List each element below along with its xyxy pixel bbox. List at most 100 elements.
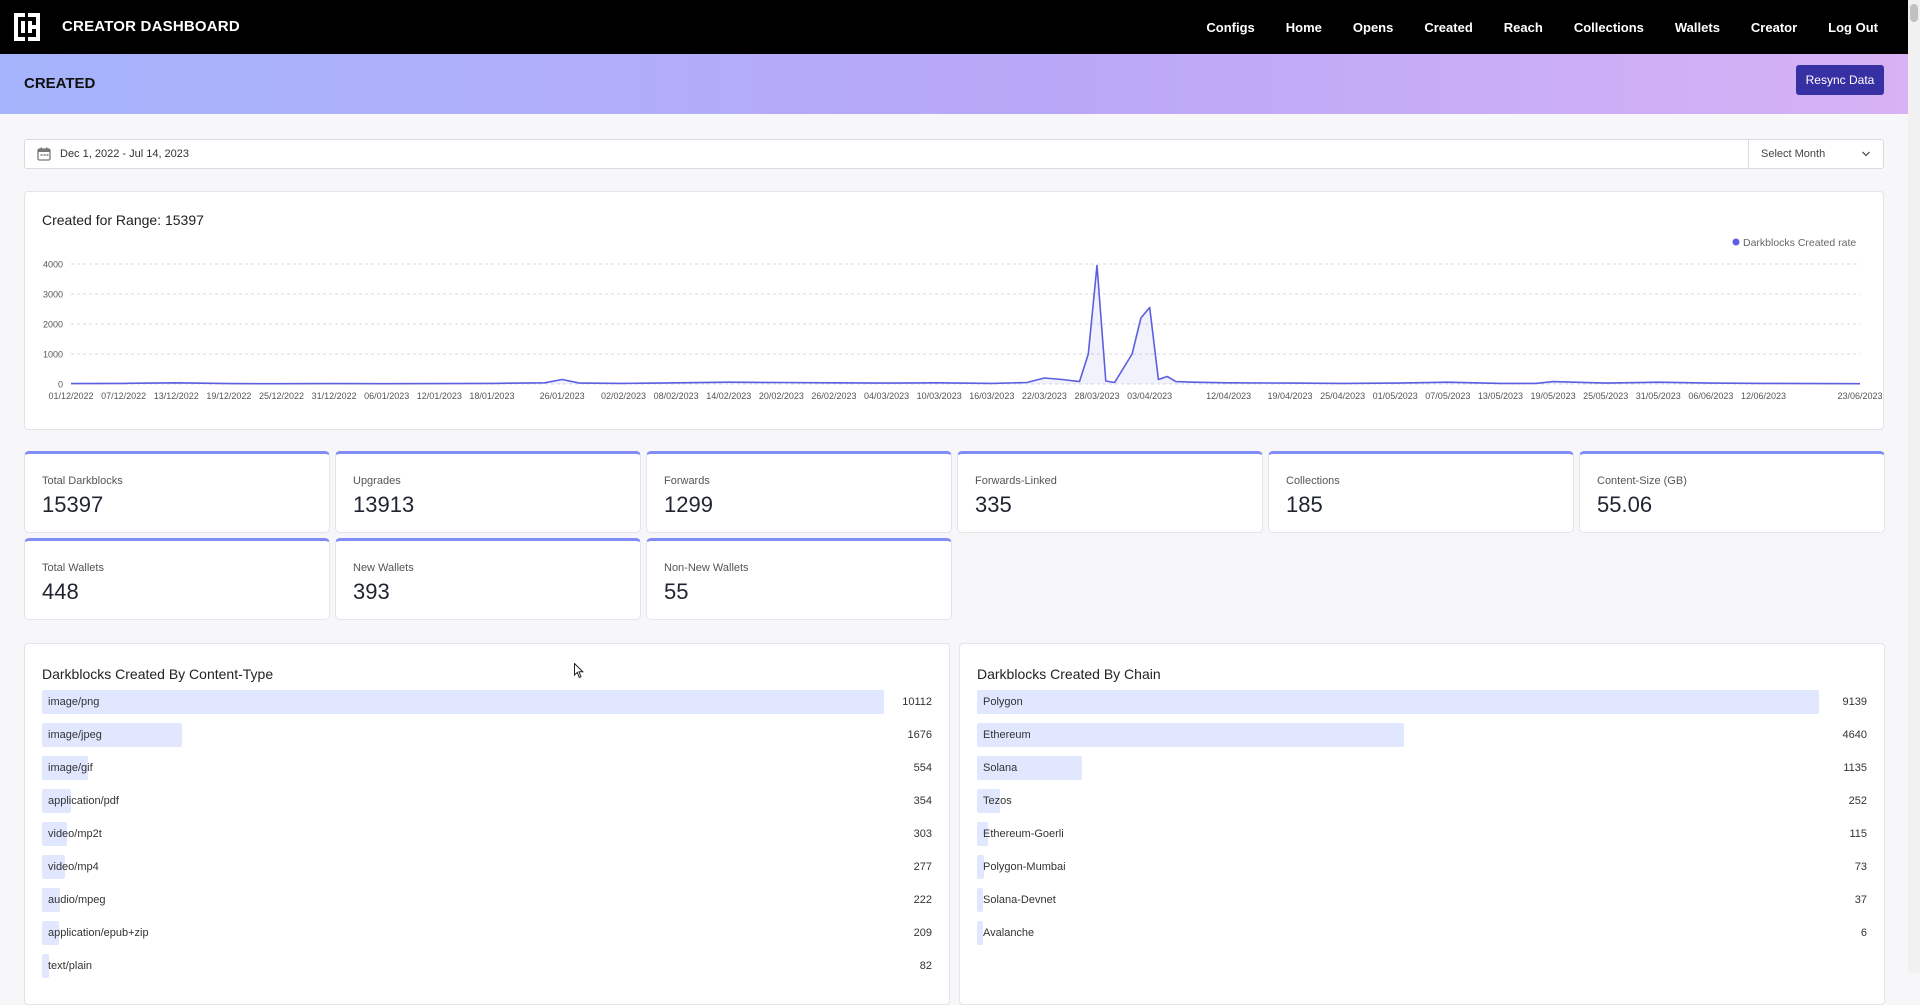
darkblock-logo-icon[interactable] (14, 13, 40, 41)
list-item-value: 82 (919, 960, 932, 972)
x-tick-label: 31/12/2022 (312, 391, 357, 401)
list-item-bar (977, 822, 988, 846)
nav-reach[interactable]: Reach (1503, 19, 1543, 35)
stat-label: Content-Size (GB) (1597, 475, 1687, 487)
stat-card-content-size: Content-Size (GB) 55.06 (1579, 451, 1885, 533)
chevron-down-icon (1862, 151, 1870, 157)
list-item-value: 115 (1849, 828, 1867, 840)
list-item-value: 1676 (907, 729, 932, 741)
list-item-value: 4640 (1842, 729, 1867, 741)
month-select-placeholder: Select Month (1761, 148, 1826, 160)
list-item-bar (42, 723, 182, 747)
x-tick-label: 19/04/2023 (1267, 391, 1312, 401)
created-line-chart: 0 1000 2000 3000 4000 01/12/2022 07/12/2022 13… (43, 237, 1883, 401)
list-item-value: 37 (1854, 894, 1867, 906)
list-item: Polygon-Mumbai 73 (977, 855, 1867, 879)
list-item: Solana-Devnet 37 (977, 888, 1867, 912)
list-item-value: 1135 (1843, 762, 1867, 774)
stat-label: Non-New Wallets (664, 562, 749, 574)
y-tick-label: 3000 (43, 290, 63, 300)
x-tick-label: 08/02/2023 (654, 391, 699, 401)
x-tick-label: 25/12/2022 (259, 391, 304, 401)
list-item-value: 222 (913, 894, 932, 906)
stat-card-collections: Collections 185 (1268, 451, 1574, 533)
month-select[interactable]: Select Month (1748, 140, 1883, 168)
chart-title: Created for Range: 15397 (42, 212, 204, 228)
list-item-bar (42, 789, 72, 813)
x-tick-label: 25/05/2023 (1583, 391, 1628, 401)
x-tick-label: 18/01/2023 (469, 391, 514, 401)
scrollbar-thumb[interactable] (1910, 4, 1918, 22)
series-area (71, 265, 1860, 384)
x-tick-label: 12/04/2023 (1206, 391, 1251, 401)
list-item-bar (977, 855, 984, 879)
list-item-label: Ethereum-Goerli (983, 828, 1064, 840)
list-item-label: Avalanche (983, 927, 1035, 939)
list-item: Ethereum-Goerli 115 (977, 822, 1867, 846)
list-item-bar (977, 921, 983, 945)
list-item-label: text/plain (48, 960, 93, 972)
nav-collections[interactable]: Collections (1573, 19, 1644, 35)
stat-value: 1299 (664, 492, 713, 517)
list-item-bar (42, 690, 884, 714)
list-item: Tezos 252 (977, 789, 1867, 813)
x-tick-label: 31/05/2023 (1636, 391, 1681, 401)
date-range-value[interactable]: Dec 1, 2022 - Jul 14, 2023 (60, 148, 190, 160)
list-item-bar (42, 954, 49, 978)
stat-card-upgrades: Upgrades 13913 (335, 451, 641, 533)
x-tick-label: 26/01/2023 (540, 391, 585, 401)
nav-created[interactable]: Created (1424, 19, 1473, 35)
page-scrollbar[interactable] (1908, 0, 1920, 973)
list-item-label: audio/mpeg (48, 894, 106, 906)
list-item: video/mp4 277 (42, 855, 932, 879)
list-item-value: 9139 (1842, 696, 1867, 708)
x-tick-label: 23/06/2023 (1837, 391, 1882, 401)
list-item-value: 73 (1854, 861, 1867, 873)
legend-marker (1732, 238, 1740, 246)
list-item-label: image/jpeg (48, 729, 102, 741)
list-item: image/jpeg 1676 (42, 723, 932, 747)
stat-label: Total Darkblocks (42, 475, 123, 487)
list-item-bar (42, 888, 61, 912)
list-item: text/plain 82 (42, 954, 932, 978)
list-item-label: Solana (983, 762, 1018, 774)
y-tick-label: 0 (58, 380, 63, 390)
list-item-value: 277 (913, 861, 932, 873)
list-item-bar (977, 723, 1405, 747)
created-chart-card: Created for Range: 15397 0 1000 2000 3000 40… (24, 191, 1884, 430)
list-item: video/mp2t 303 (42, 822, 932, 846)
stat-value: 13913 (353, 492, 415, 517)
list-item-label: application/epub+zip (48, 927, 149, 939)
x-tick-label: 14/02/2023 (706, 391, 751, 401)
resync-data-button[interactable]: Resync Data (1796, 65, 1884, 95)
nav-logout[interactable]: Log Out (1828, 19, 1878, 35)
legend-label[interactable]: Darkblocks Created rate (1743, 237, 1856, 249)
nav-wallets[interactable]: Wallets (1674, 19, 1720, 35)
stat-value: 55 (664, 579, 689, 604)
list-item: Polygon 9139 (977, 690, 1867, 714)
list-item: image/gif 554 (42, 756, 932, 780)
x-tick-label: 07/12/2022 (101, 391, 146, 401)
nav-home[interactable]: Home (1285, 19, 1322, 35)
list-item-label: Polygon-Mumbai (983, 861, 1066, 873)
date-range-filter[interactable]: Dec 1, 2022 - Jul 14, 2023 Select Month (24, 139, 1884, 169)
list-item-value: 209 (913, 927, 932, 939)
nav-creator[interactable]: Creator (1750, 19, 1798, 35)
list-item-bar (42, 822, 68, 846)
x-tick-label: 12/06/2023 (1741, 391, 1786, 401)
list-item-label: image/png (48, 696, 100, 708)
content-type-title: Darkblocks Created By Content-Type (42, 666, 274, 682)
list-item-label: Ethereum (983, 729, 1031, 741)
stat-card-non-new-wallets: Non-New Wallets 55 (646, 538, 952, 620)
stat-value: 55.06 (1597, 492, 1653, 517)
x-tick-label: 25/04/2023 (1320, 391, 1365, 401)
x-tick-label: 01/05/2023 (1373, 391, 1418, 401)
x-tick-label: 26/02/2023 (811, 391, 856, 401)
x-tick-label: 20/02/2023 (759, 391, 804, 401)
content-type-card: Darkblocks Created By Content-Type image… (24, 643, 950, 1005)
nav-configs[interactable]: Configs (1206, 19, 1255, 35)
nav-opens[interactable]: Opens (1352, 19, 1394, 35)
list-item: Solana 1135 (977, 756, 1867, 780)
stat-label: Collections (1286, 475, 1340, 487)
page-title: CREATED (24, 75, 96, 92)
